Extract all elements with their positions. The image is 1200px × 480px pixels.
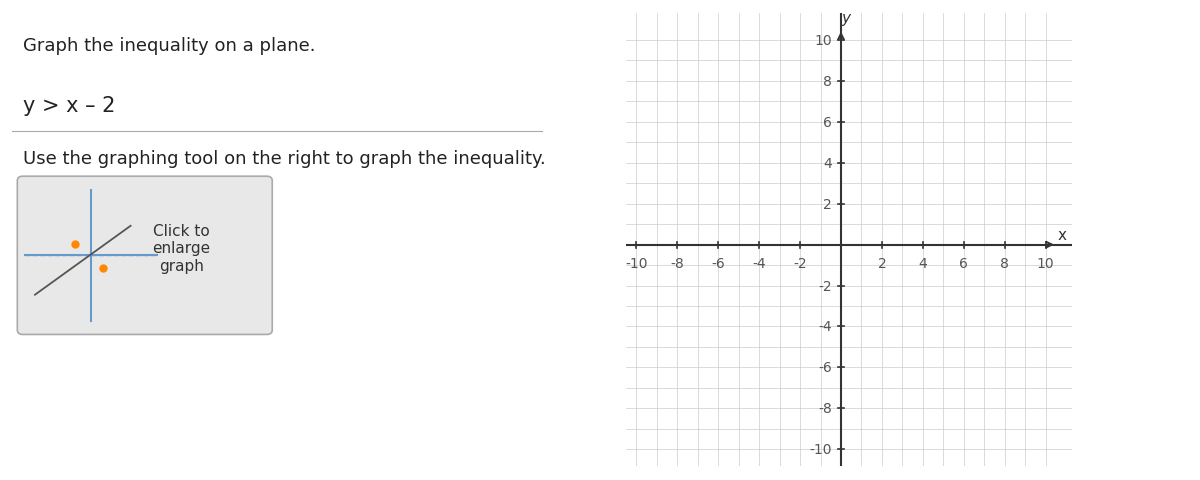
- Text: -6: -6: [712, 256, 725, 270]
- Text: -8: -8: [671, 256, 684, 270]
- Text: -2: -2: [793, 256, 806, 270]
- Text: 10: 10: [1037, 256, 1055, 270]
- Text: 6: 6: [959, 256, 968, 270]
- Text: -4: -4: [818, 320, 832, 334]
- Text: y: y: [841, 11, 851, 25]
- Text: 8: 8: [1001, 256, 1009, 270]
- Text: Click to
enlarge
graph: Click to enlarge graph: [152, 224, 210, 273]
- Text: 2: 2: [877, 256, 887, 270]
- Text: 4: 4: [823, 156, 832, 170]
- Text: -10: -10: [809, 442, 832, 456]
- Text: y > x – 2: y > x – 2: [23, 96, 115, 116]
- Text: x: x: [1057, 227, 1067, 242]
- Text: -4: -4: [752, 256, 766, 270]
- Text: -8: -8: [818, 401, 832, 415]
- Text: 10: 10: [814, 34, 832, 48]
- Text: Use the graphing tool on the right to graph the inequality.: Use the graphing tool on the right to gr…: [23, 150, 545, 168]
- Text: -6: -6: [818, 360, 832, 374]
- Text: -10: -10: [625, 256, 648, 270]
- Text: 8: 8: [823, 75, 832, 89]
- Text: 2: 2: [823, 197, 832, 211]
- Text: 4: 4: [918, 256, 928, 270]
- Text: -2: -2: [818, 279, 832, 293]
- Text: 6: 6: [823, 116, 832, 130]
- FancyBboxPatch shape: [17, 177, 272, 335]
- Text: Graph the inequality on a plane.: Graph the inequality on a plane.: [23, 37, 316, 55]
